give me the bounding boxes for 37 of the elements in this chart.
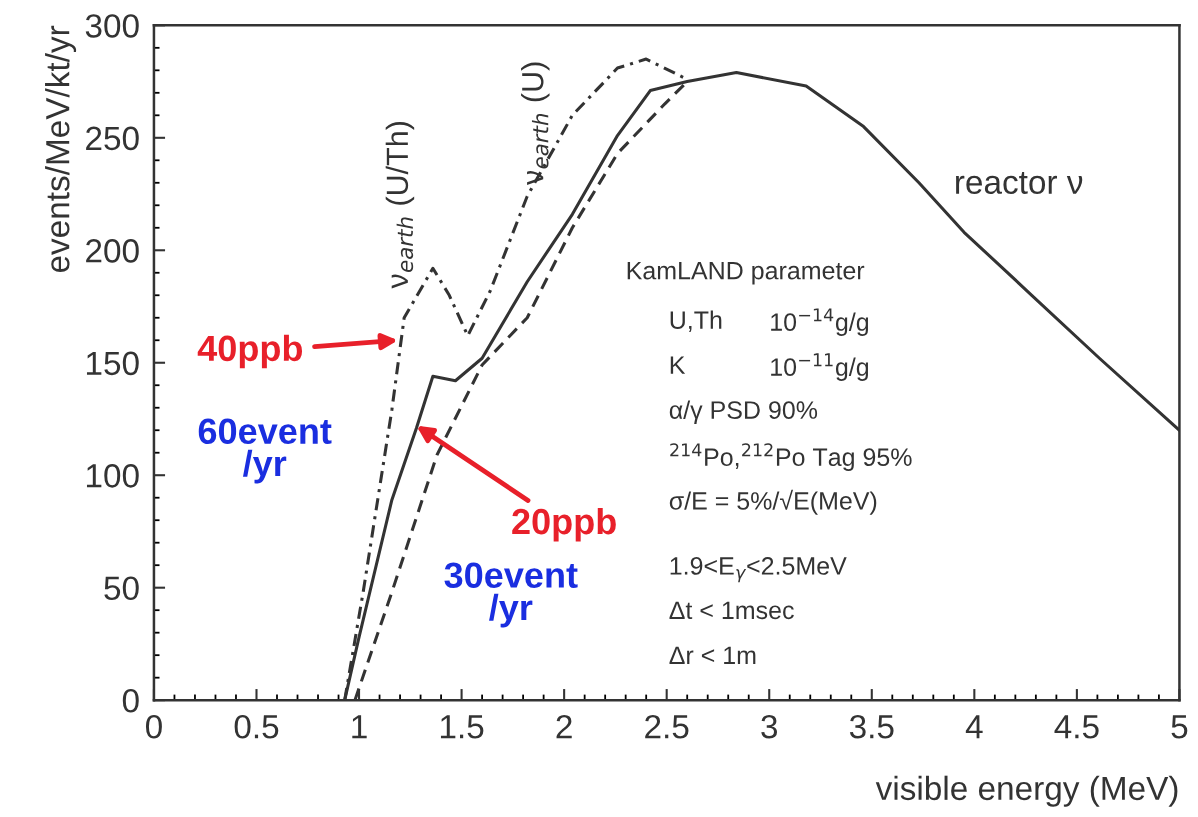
x-tick-label: 2.5 [645, 714, 689, 739]
annotation: σ/E = 5%/√E(MeV) [669, 489, 877, 515]
x-tick-label: 3.5 [849, 714, 894, 739]
annotation: 30event /yr [444, 562, 578, 628]
annotation: ν$_{earth}$ (U/Th) [385, 121, 415, 289]
x-tick-label: 0 [145, 714, 162, 739]
annotation: 10$^{−11}$g/g [771, 353, 869, 381]
annotation: Δt < 1msec [669, 601, 794, 620]
y-tick-label: 150 [86, 351, 139, 376]
annotation: KamLAND parameter [627, 262, 865, 285]
annotation: Δr < 1m [669, 646, 756, 664]
y-tick-label: 250 [86, 126, 139, 151]
x-tick-label: 1 [352, 715, 367, 739]
x-tick-label: 0.5 [234, 714, 279, 739]
x-tick-label: 3 [761, 714, 778, 739]
x-tick-label: 5 [1171, 715, 1188, 739]
annotation: $^{214}$Po,$^{212}$Po Tag 95% [670, 443, 912, 471]
y-tick-label: 100 [86, 464, 139, 488]
x-tick-label: 4 [965, 715, 983, 739]
annotation: 20ppb [512, 507, 616, 542]
x-tick-label: 1.5 [440, 715, 484, 739]
y-tick-label: 300 [85, 14, 139, 38]
y-axis-title: events/MeV/kt/yr [45, 25, 77, 273]
annotation: 40ppb [197, 334, 303, 369]
annotation: K [670, 356, 686, 374]
annotation: 1.9<E$_{γ}$<2.5MeV [670, 557, 847, 583]
y-tick-label: 200 [86, 239, 139, 263]
x-tick-label: 4.5 [1054, 715, 1099, 739]
x-tick-label: 2 [556, 714, 572, 739]
annotation: 10$^{−14}$g/g [771, 308, 869, 336]
y-tick-label: 50 [104, 576, 139, 601]
annotation: reactor ν [956, 172, 1083, 194]
annotation: α/γ PSD 90% [669, 400, 818, 424]
annotation: 60event /yr [198, 418, 332, 484]
annotation: U,Th [670, 310, 722, 332]
y-tick-label: 0 [122, 688, 139, 713]
x-axis-title: visible energy (MeV) [875, 775, 1178, 807]
